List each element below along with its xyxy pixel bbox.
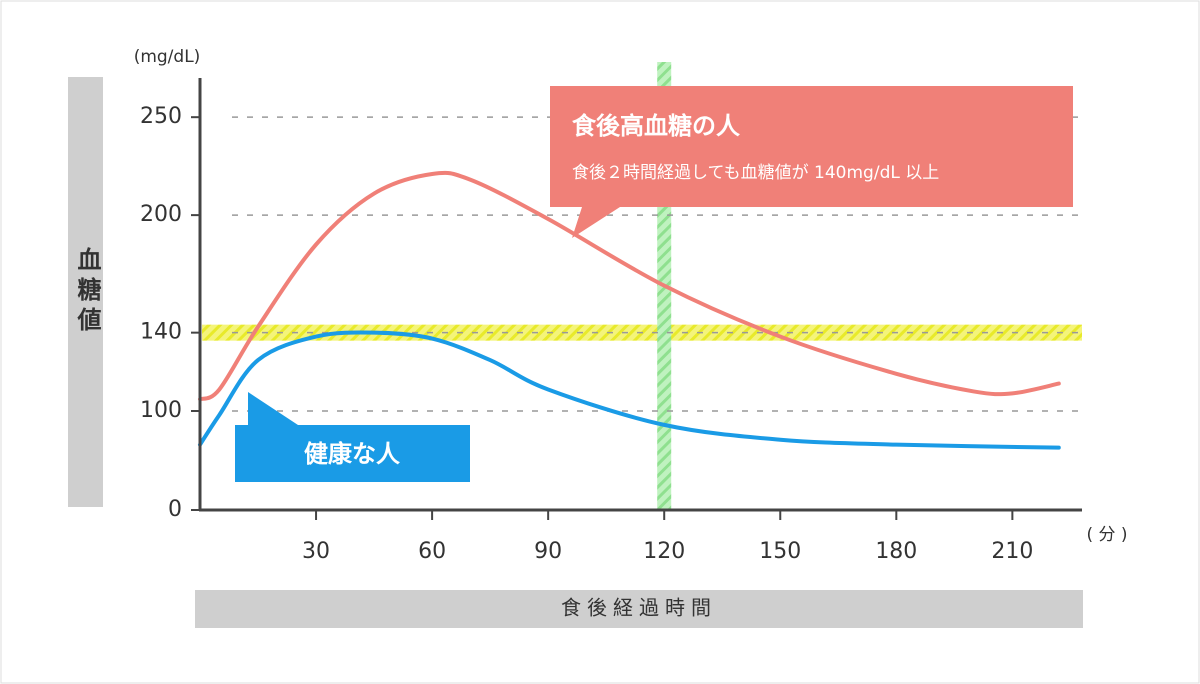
y-label: 血糖値 [73, 246, 102, 337]
callout-red-title: 食後高血糖の人 [572, 112, 740, 140]
x-tick-label: 150 [759, 539, 801, 564]
callout-red [550, 86, 1073, 238]
x-tick-label: 30 [302, 539, 330, 564]
x-unit: ( 分 ) [1086, 525, 1127, 545]
callout-red-note: 食後２時間経過しても血糖値が 140mg/dL 以上 [572, 163, 939, 183]
series-line [198, 330, 1061, 450]
x-tick-label: 210 [991, 539, 1033, 564]
y-tick-label: 140 [140, 320, 182, 345]
y-label-box [68, 77, 103, 507]
x-label-box [195, 590, 1083, 628]
y-tick-label: 250 [140, 104, 182, 129]
y-tick-label: 100 [140, 398, 182, 423]
y-tick-label: 0 [168, 497, 182, 522]
x-tick-label: 90 [534, 539, 562, 564]
x-tick-label: 120 [643, 539, 685, 564]
series-line [198, 170, 1061, 402]
x-tick-label: 180 [875, 539, 917, 564]
y-tick-label: 200 [140, 202, 182, 227]
x-label: 食後経過時間 [561, 596, 717, 620]
callout-blue-title: 健康な人 [304, 440, 400, 468]
x-tick-label: 60 [418, 539, 446, 564]
y-unit: (mg/dL) [134, 47, 201, 67]
callout-blue [235, 392, 470, 482]
